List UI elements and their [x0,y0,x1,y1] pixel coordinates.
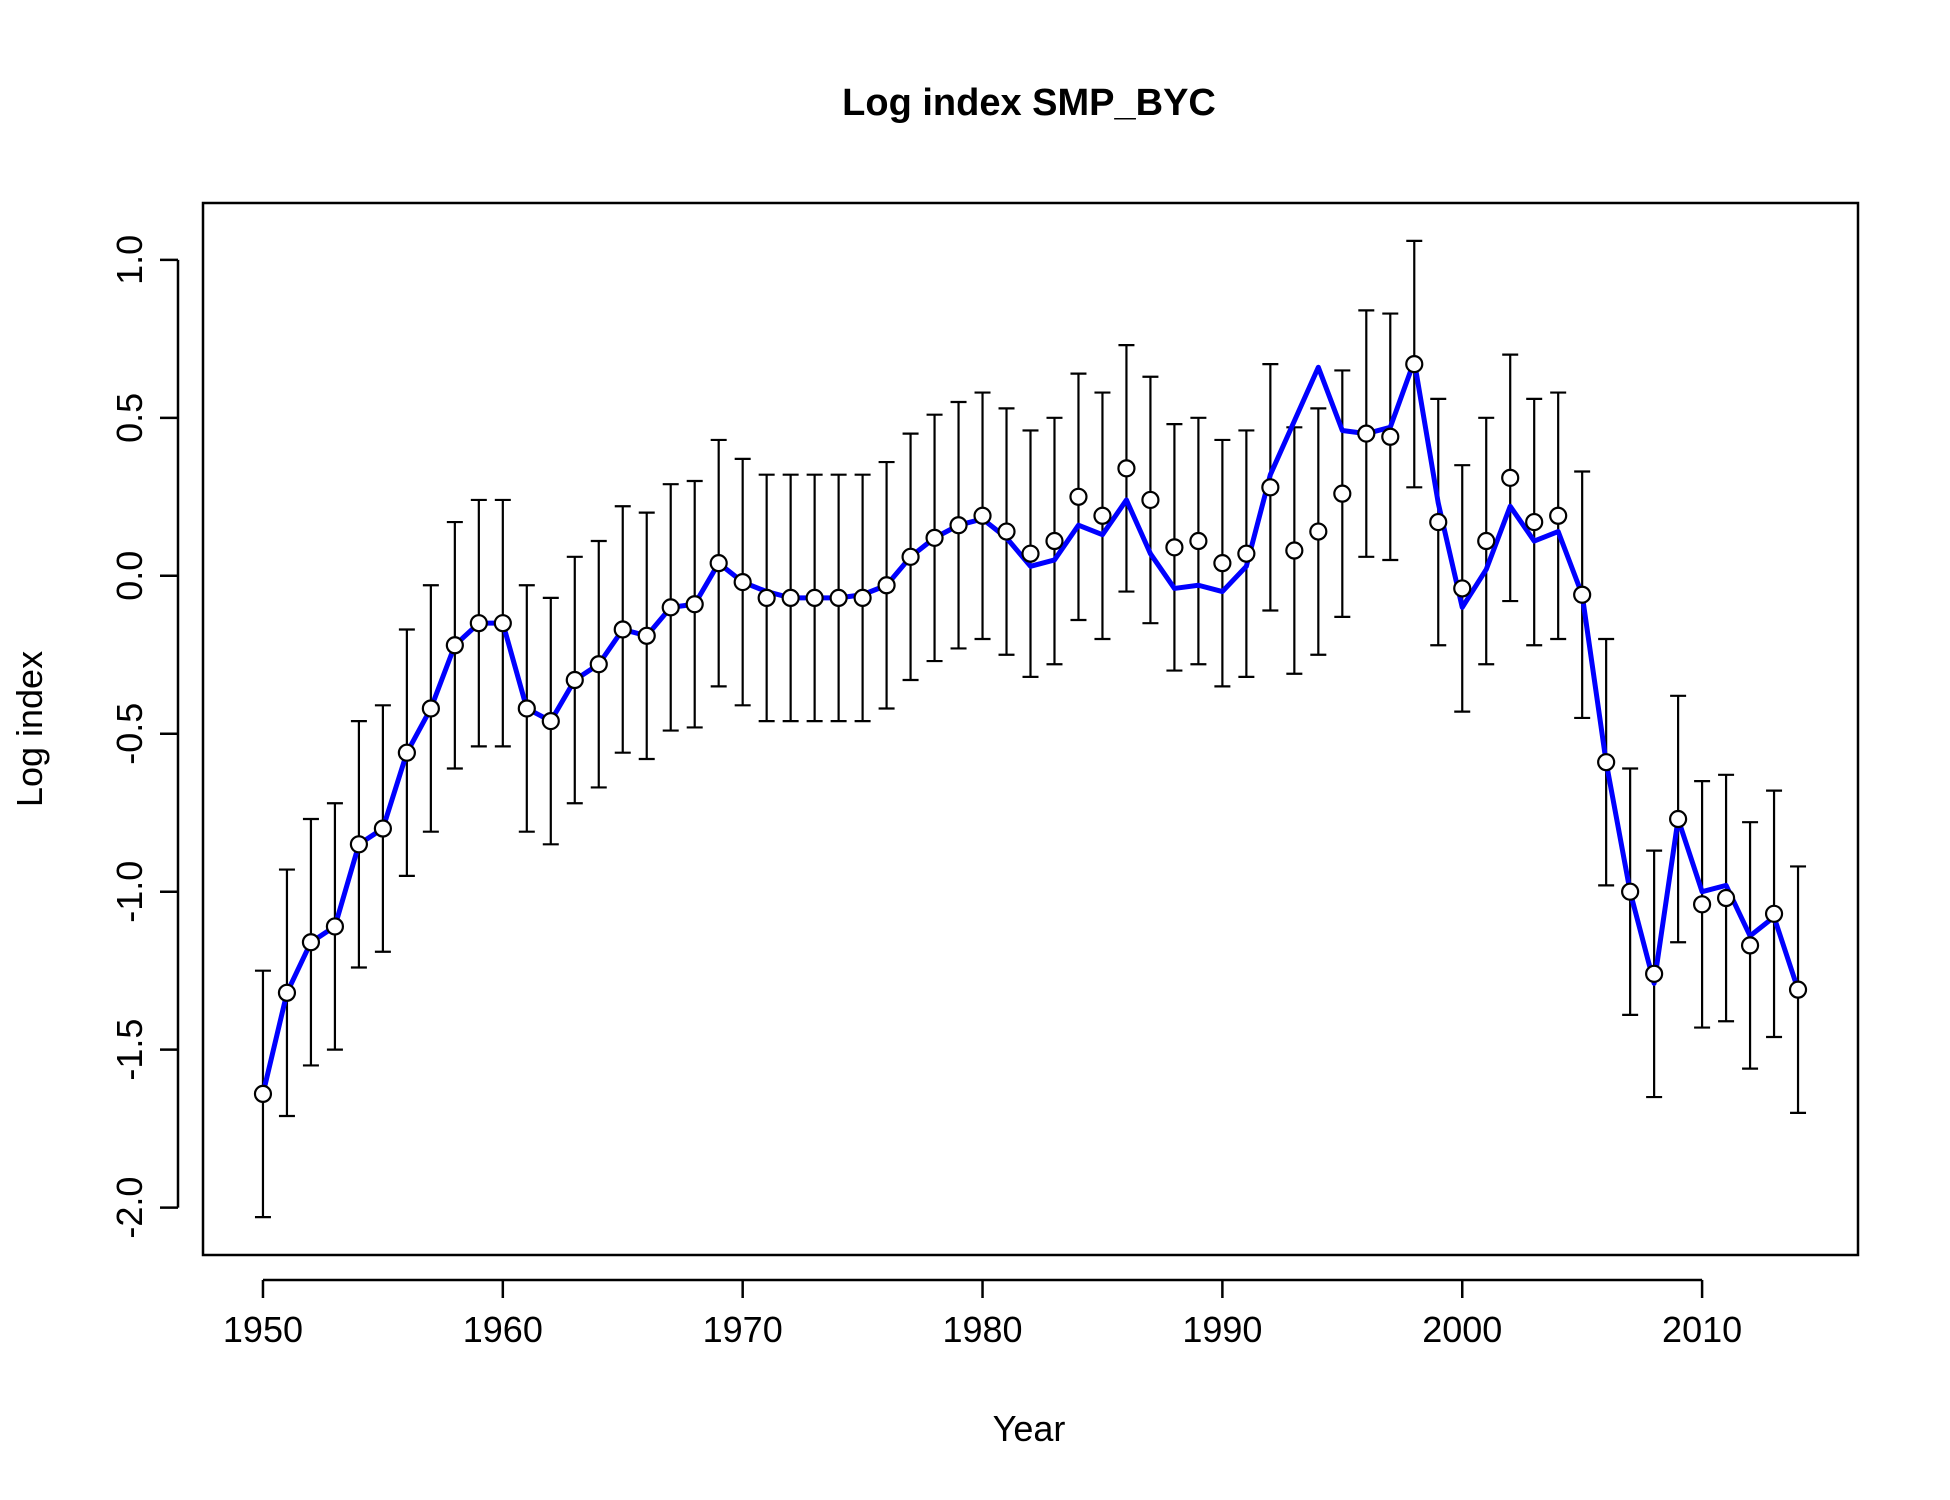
x-tick-label: 1980 [942,1309,1022,1350]
x-tick-label: 2010 [1662,1309,1742,1350]
data-point [901,547,920,566]
data-point [1333,484,1352,503]
data-point [517,699,536,718]
data-point [973,506,992,525]
data-point [757,588,776,607]
x-tick-label: 1950 [223,1309,303,1350]
data-point [685,595,704,614]
data-point [1788,980,1808,999]
data-point [1525,512,1544,532]
chart-title: Log index SMP_BYC [842,82,1216,124]
error-bars [254,239,1807,1219]
data-point [853,588,872,607]
data-point [349,835,369,854]
data-point [661,598,680,617]
x-axis: 1950 1960 1970 1980 1990 2000 2010 [223,1278,1742,1350]
data-point [373,819,392,838]
data-point [589,655,608,674]
data-point [1405,355,1424,374]
x-axis-title: Year [993,1408,1066,1449]
y-axis: -2.0 -1.5 -1.0 -0.5 0.0 0.5 1.0 [109,235,180,1239]
x-tick-label: 1970 [703,1309,783,1350]
fitted-series [260,358,1801,1097]
data-point [1189,531,1208,551]
data-point [253,1084,273,1103]
observed-points [253,355,1808,1103]
data-point [1597,753,1616,772]
data-point [1740,936,1760,955]
data-point [613,620,632,639]
y-tick-label: -0.5 [109,703,150,765]
data-point [637,626,656,645]
data-point [445,636,464,655]
data-point [277,983,297,1002]
data-point [1165,538,1184,557]
data-point [925,528,944,547]
data-point [1692,895,1712,914]
data-point [1093,506,1112,525]
data-point [1764,904,1784,923]
data-point [1285,541,1304,560]
data-point [1501,468,1520,487]
data-point [805,588,824,607]
data-point [1645,964,1664,983]
data-point [1669,809,1688,829]
data-point [1045,531,1064,551]
data-point [541,712,560,731]
data-point [1237,544,1256,563]
data-point [493,614,512,633]
data-point [397,743,416,762]
data-point [565,670,584,690]
data-point [1021,544,1040,563]
x-tick-label: 1990 [1182,1309,1262,1350]
plot-area-frame [201,201,1860,1257]
data-point [1069,487,1088,506]
y-tick-label: 1.0 [109,235,150,285]
y-tick-label: -1.0 [109,861,150,923]
data-point [709,554,728,573]
data-point [1429,512,1448,532]
fitted-line [260,358,1801,1097]
data-point [301,933,321,952]
data-point [1261,478,1280,497]
y-axis-title: Log index [9,651,50,807]
data-point [1573,585,1592,604]
y-tick-label: -2.0 [109,1177,150,1239]
data-point [877,576,896,595]
data-point [997,522,1016,541]
data-point [781,588,800,607]
data-point [1117,459,1136,478]
data-point [325,917,345,936]
y-tick-label: -1.5 [109,1019,150,1081]
data-point [1477,531,1496,551]
data-point [733,572,752,592]
data-point [1453,579,1472,598]
data-point [469,614,488,633]
data-point [421,699,440,718]
data-point [1621,882,1640,901]
data-point [949,516,968,535]
data-point [1141,490,1160,510]
y-tick-label: 0.5 [109,393,150,443]
data-point [1357,424,1376,443]
data-point [1381,427,1400,446]
data-point [1309,522,1328,541]
data-point [1213,554,1232,573]
x-tick-label: 1960 [463,1309,543,1350]
data-point [829,588,848,607]
x-tick-label: 2000 [1422,1309,1502,1350]
y-tick-label: 0.0 [109,551,150,601]
data-point [1549,506,1568,525]
data-point [1716,888,1736,908]
